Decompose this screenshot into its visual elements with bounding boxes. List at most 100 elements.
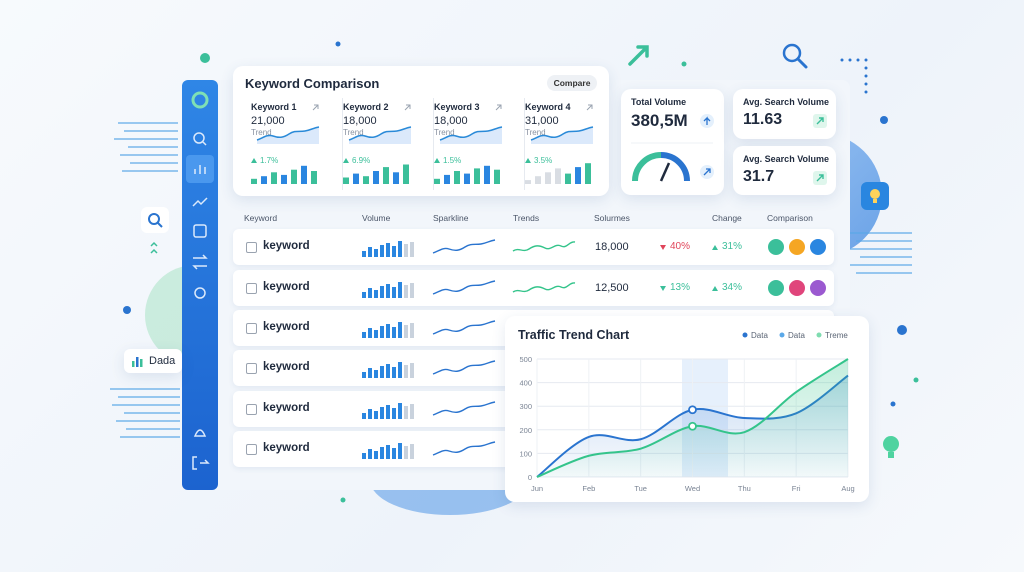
up-arrow: [712, 286, 718, 291]
volume-bar: [380, 326, 384, 338]
volume-bar: [386, 364, 390, 378]
mini-bar: [434, 178, 440, 184]
volume-bar: [398, 403, 402, 419]
row-sparkline: [432, 280, 496, 295]
row-keyword: keyword: [263, 402, 310, 414]
mini-bar: [343, 177, 349, 184]
x-tick-label: Aug: [841, 484, 854, 493]
volume-bar: [362, 413, 366, 419]
stat-card: Avg. Search Volume 31.7: [733, 146, 836, 195]
compare-button[interactable]: Compare: [547, 75, 597, 91]
row-sparkline: [432, 441, 496, 456]
volume-bar: [380, 407, 384, 419]
row-sparkline: [432, 360, 496, 375]
column-header: Volume: [362, 213, 391, 223]
mini-bar: [444, 174, 450, 184]
volume-bar: [404, 285, 408, 298]
up-arrow: [251, 158, 257, 163]
keyword-sparkline: [251, 104, 320, 184]
y-tick-label: 0: [528, 473, 532, 482]
row-checkbox[interactable]: [246, 283, 257, 294]
stat-card: Total Volume 380,5M: [621, 89, 724, 195]
volume-bar: [368, 328, 372, 338]
mini-bar: [555, 168, 561, 184]
volume-bar: [362, 292, 366, 298]
volume-bar: [368, 288, 372, 298]
volume-bar: [368, 247, 372, 257]
trend-label: Trend: [343, 128, 364, 137]
volume-bar: [386, 284, 390, 298]
keyword-change: 3.5%: [534, 156, 553, 165]
mini-bar: [403, 164, 409, 184]
volume-bar: [386, 324, 390, 338]
keyword-value: 18,000: [343, 115, 377, 127]
volume-bar: [398, 443, 402, 459]
row-solurmes: 12,500: [595, 282, 629, 294]
column-header: Trends: [513, 213, 540, 223]
row-keyword: keyword: [263, 321, 310, 333]
volume-bar: [410, 444, 414, 459]
row-trend: [512, 282, 576, 293]
volume-bar: [392, 408, 396, 419]
volume-bar: [386, 243, 390, 257]
row-checkbox[interactable]: [246, 242, 257, 253]
volume-bar: [392, 367, 396, 378]
comparison-icon: [768, 280, 784, 296]
column-header: Keyword: [244, 213, 278, 223]
mini-bar: [575, 167, 581, 184]
volume-bar: [410, 283, 414, 298]
up-arrow: [712, 245, 718, 250]
mini-bar: [311, 171, 317, 184]
keyword-name: Keyword 2: [343, 102, 389, 112]
volume-bar: [362, 251, 366, 257]
keyword-card: Keyword 2 18,000 Trend 6.9%: [342, 98, 429, 190]
mini-bar: [383, 167, 389, 184]
column-header: Change: [712, 213, 742, 223]
comparison-icon: [810, 280, 826, 296]
row-checkbox[interactable]: [246, 404, 257, 415]
sparkline: [348, 126, 412, 141]
mini-bar: [454, 171, 460, 184]
mini-bar: [484, 165, 490, 184]
up-arrow: [343, 158, 349, 163]
tag-icon: [132, 357, 143, 367]
volume-bar: [398, 241, 402, 257]
row-keyword: keyword: [263, 361, 310, 373]
legend-label: Treme: [825, 331, 848, 340]
row-change-up: 31%: [722, 241, 743, 252]
mini-bar: [585, 163, 591, 184]
volume-bar: [404, 446, 408, 459]
mini-bar: [251, 178, 257, 184]
row-change-down: 13%: [670, 282, 691, 293]
mini-bar: [535, 176, 541, 184]
comparison-card: Keyword Comparison Compare Keyword 1 21,0…: [233, 66, 609, 196]
keyword-value: 18,000: [434, 115, 468, 127]
comparison-icon: [810, 239, 826, 255]
y-tick-label: 400: [519, 379, 532, 388]
legend-swatch: [779, 332, 785, 338]
volume-bar: [386, 405, 390, 419]
stat-label: Avg. Search Volume: [743, 154, 830, 164]
up-arrow: [525, 158, 531, 163]
keyword-name: Keyword 1: [251, 102, 297, 112]
column-header: Comparison: [767, 213, 813, 223]
keyword-change: 1.5%: [443, 156, 462, 165]
volume-bar: [410, 242, 414, 257]
mini-bar: [291, 169, 297, 184]
up-arrow: [434, 158, 440, 163]
row-keyword: keyword: [263, 281, 310, 293]
keyword-name: Keyword 4: [525, 102, 571, 112]
volume-bar: [374, 370, 378, 378]
mini-bar: [363, 176, 369, 184]
highlight-point: [688, 405, 697, 415]
row-checkbox[interactable]: [246, 444, 257, 455]
volume-bar: [410, 323, 414, 338]
row-checkbox[interactable]: [246, 363, 257, 374]
arrow-icon: [495, 104, 502, 111]
volume-bar: [386, 445, 390, 459]
keyword-value: 31,000: [525, 115, 559, 127]
row-checkbox[interactable]: [246, 323, 257, 334]
mini-bar: [525, 180, 531, 184]
keyword-card: Keyword 1 21,000 Trend 1.7%: [251, 98, 337, 190]
legend-label: Data: [751, 331, 768, 340]
